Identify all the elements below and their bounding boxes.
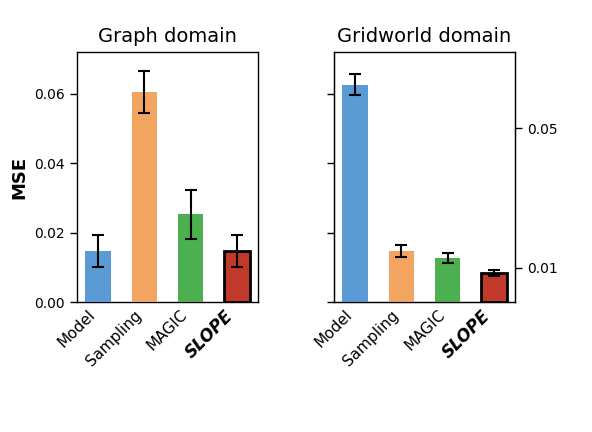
Bar <box>224 251 250 302</box>
Bar <box>481 273 507 302</box>
Bar <box>178 214 204 302</box>
Y-axis label: MSE: MSE <box>11 156 29 199</box>
Title: Gridworld domain: Gridworld domain <box>337 27 511 46</box>
Bar <box>342 85 368 302</box>
Bar <box>388 251 414 302</box>
Bar <box>435 258 461 302</box>
Bar <box>131 92 157 302</box>
Bar <box>85 251 111 302</box>
Title: Graph domain: Graph domain <box>98 27 237 46</box>
